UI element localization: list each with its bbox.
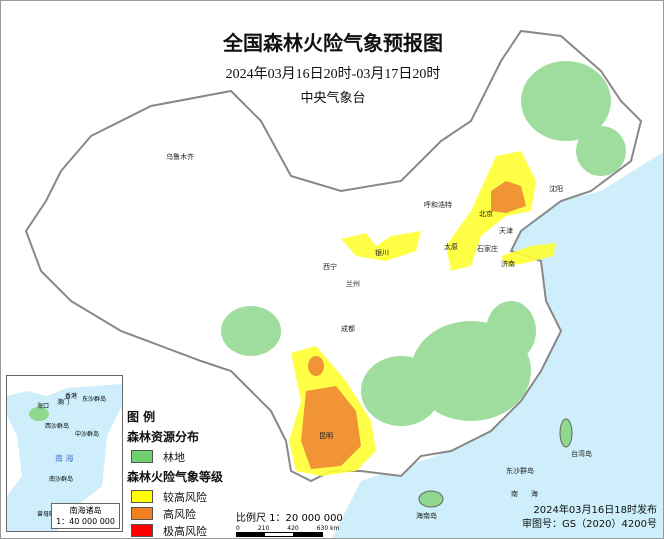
issue-time: 2024年03月16日18时发布 [533,505,657,516]
svg-text:石家庄: 石家庄 [477,244,498,253]
svg-text:兰州: 兰州 [346,279,360,288]
svg-text:呼和浩特: 呼和浩特 [424,200,452,209]
scale-tick: 210 [257,525,270,532]
svg-text:沈阳: 沈阳 [549,184,563,193]
svg-text:乌鲁木齐: 乌鲁木齐 [166,152,194,161]
svg-text:海: 海 [531,489,538,498]
issue-info: 2024年03月16日18时发布 审图号：GS（2020）4200号 [520,504,659,532]
scale-label: 比例尺 1：20 000 000 [236,513,343,524]
risk-swatch [131,490,153,503]
forest-swatch [131,450,153,463]
sea-area [332,152,663,538]
svg-text:东沙群岛: 东沙群岛 [506,466,534,475]
svg-text:海南岛: 海南岛 [416,511,437,520]
legend-label: 高风险 [163,507,196,521]
scale-bar: 比例尺 1：20 000 000 0 210 420 630 km [236,509,343,537]
scale-tick: 630 km [316,525,340,532]
risk-swatch [131,524,153,537]
legend-forest-section: 森林资源分布 [127,430,200,444]
svg-text:海口: 海口 [37,402,49,410]
south-china-sea-inset: 香港 澳门 海口 东沙群岛 西沙群岛 中沙群岛 南沙群岛 曾母暗沙 南 海 南海… [6,375,123,532]
forest-areas [221,61,626,426]
svg-text:西沙群岛: 西沙群岛 [45,422,69,430]
svg-text:香港: 香港 [65,392,77,400]
svg-text:济南: 济南 [501,259,515,268]
svg-text:澳门: 澳门 [57,398,69,406]
inset-title: 南海诸岛 1：40 000 000 [51,503,120,529]
forecast-period: 2024年03月16日20时-03月17日20时 [225,67,441,82]
svg-text:昆明: 昆明 [319,432,333,440]
scale-tick: 0 [236,525,240,532]
svg-text:东沙群岛: 东沙群岛 [82,395,106,403]
svg-text:银川: 银川 [375,248,389,257]
svg-text:曾母暗沙: 曾母暗沙 [37,510,61,518]
inset-scale: 1：40 000 000 [56,517,115,526]
city-labels: 北京 天津 石家庄 太原 济南 呼和浩特 银川 沈阳 西宁 兰州 昆明 乌鲁木齐… [166,152,592,520]
svg-text:南沙群岛: 南沙群岛 [49,475,73,483]
svg-text:天津: 天津 [499,227,513,235]
legend-item-risk: 极高风险 [127,522,223,538]
svg-text:北京: 北京 [479,209,493,218]
svg-text:中沙群岛: 中沙群岛 [75,430,99,438]
legend-heading: 图 例 [127,410,156,424]
risk-swatch [131,507,153,520]
legend-label: 极高风险 [163,524,207,538]
legend-risk-section: 森林火险气象等级 [127,470,224,484]
scale-tick: 420 [287,525,299,532]
inset-title-text: 南海诸岛 [69,506,102,515]
hainan-island [418,490,444,508]
legend-item-risk: 较高风险 [127,488,223,505]
risk-high [301,181,526,469]
map-approval-number: 审图号：GS（2020）4200号 [522,519,657,530]
svg-text:太原: 太原 [444,242,458,251]
legend-label: 林地 [163,450,185,464]
map-title: 全国森林火险气象预报图 [223,31,443,55]
legend-item-risk: 高风险 [127,505,223,522]
svg-text:成都: 成都 [341,324,355,333]
legend-item-forest: 林地 [127,448,223,465]
legend-label: 较高风险 [163,490,207,504]
svg-text:南: 南 [511,489,518,498]
taiwan-island [559,418,573,448]
svg-text:西宁: 西宁 [323,262,337,271]
legend: 图 例 森林资源分布 林地 森林火险气象等级 较高风险 高风险 极高风险 [127,405,224,538]
svg-text:南 海: 南 海 [55,453,74,463]
issuer: 中央气象台 [300,91,366,106]
svg-text:台湾岛: 台湾岛 [571,449,592,458]
